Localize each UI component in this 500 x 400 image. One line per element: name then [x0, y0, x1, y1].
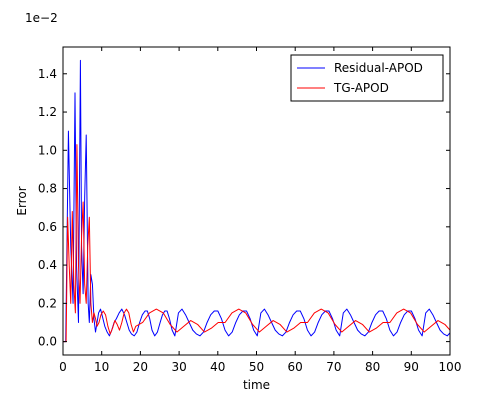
plot-area: [63, 59, 450, 343]
x-axis-label: time: [243, 378, 270, 392]
y-tick-label: 0.0: [38, 335, 57, 349]
axis-ticks: 0 10 20 30 40 50 60 70 80 90 100 0.0 0.2 0.4 0.6 0.8 1.0…: [38, 47, 462, 374]
y-tick-label: 1.0: [38, 143, 57, 157]
x-tick-label: 50: [249, 360, 264, 374]
series-line-residual-apod: [63, 59, 450, 343]
x-tick-label: 10: [94, 360, 109, 374]
y-tick-label: 0.8: [38, 182, 57, 196]
legend-box: [290, 54, 444, 102]
y-tick-label: 0.4: [38, 258, 57, 272]
x-tick-label: 0: [59, 360, 67, 374]
series-line-tg-apod: [63, 144, 450, 343]
y-axis-label: Error: [15, 186, 29, 215]
x-tick-label: 70: [326, 360, 341, 374]
y-tick-label: 0.2: [38, 296, 57, 310]
x-tick-label: 100: [439, 360, 462, 374]
x-tick-label: 20: [133, 360, 148, 374]
legend-label: Residual-APOD: [334, 61, 423, 75]
x-tick-label: 80: [365, 360, 380, 374]
x-tick-label: 90: [404, 360, 419, 374]
x-tick-label: 60: [288, 360, 303, 374]
legend: Residual-APOD TG-APOD: [290, 54, 444, 102]
x-tick-label: 30: [171, 360, 186, 374]
x-tick-label: 40: [210, 360, 225, 374]
y-tick-label: 0.6: [38, 220, 57, 234]
y-tick-label: 1.2: [38, 105, 57, 119]
y-offset-label: 1e−2: [25, 11, 58, 25]
y-tick-label: 1.4: [38, 67, 57, 81]
axes-frame: [62, 46, 451, 356]
legend-label: TG-APOD: [333, 81, 389, 95]
